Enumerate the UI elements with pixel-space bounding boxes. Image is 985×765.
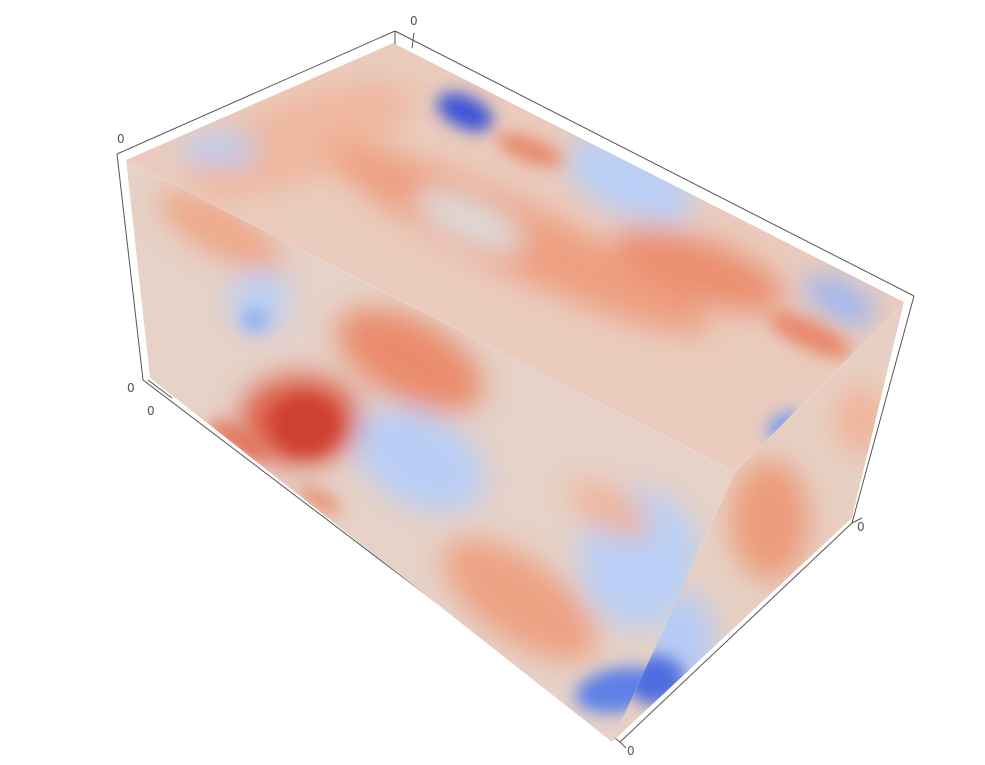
tick-label-right: 0 [857,520,865,534]
frame-edge-back-left [116,30,396,155]
frame-tick-x [411,32,415,49]
tick-label-z-left-2: 0 [147,404,155,418]
face-right [612,302,904,742]
frame-tick-bottom [619,741,627,749]
tick-label-x: 0 [410,14,418,28]
tick-labels: 0 0 0 0 0 0 [117,14,865,758]
face-left [126,160,735,742]
tick-label-bottom: 0 [627,744,635,758]
tick-label-y: 0 [117,132,125,146]
frame-tick-left [147,379,173,399]
frame-edge-right-vertical [851,295,915,524]
frame-edge-bottom-right [619,522,853,743]
tick-label-z-left: 0 [127,381,135,395]
frame-edge-back-top [394,30,915,297]
frame-tick-right [851,517,863,524]
face-top [126,43,904,472]
frame-edge-left-vertical [116,153,144,381]
